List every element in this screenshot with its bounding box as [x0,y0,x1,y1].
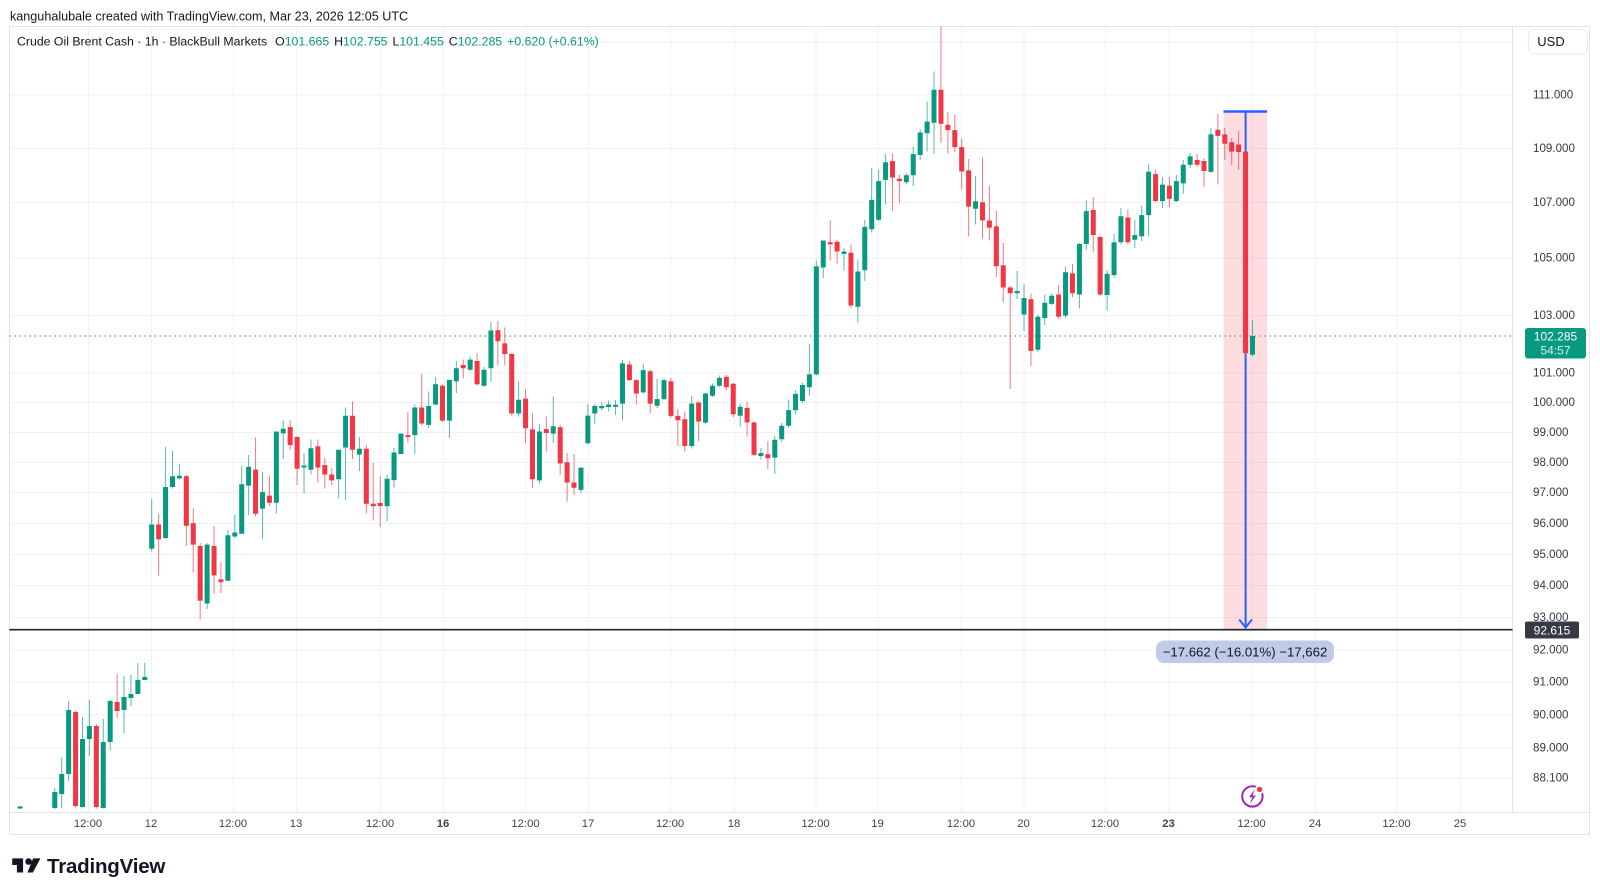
svg-text:12:00: 12:00 [656,818,684,830]
svg-text:96.000: 96.000 [1533,517,1568,530]
svg-text:93.000: 93.000 [1533,611,1568,624]
svg-text:95.000: 95.000 [1533,548,1568,561]
svg-text:12:00: 12:00 [1091,818,1119,830]
svg-text:12:00: 12:00 [219,818,247,830]
svg-text:105.000: 105.000 [1533,252,1575,265]
svg-text:USD: USD [1537,34,1564,49]
svg-text:109.000: 109.000 [1533,142,1575,155]
svg-text:94.000: 94.000 [1533,579,1568,592]
svg-text:107.000: 107.000 [1533,196,1575,209]
svg-text:100.000: 100.000 [1533,396,1575,409]
svg-text:12:00: 12:00 [74,818,102,830]
svg-text:98.000: 98.000 [1533,456,1568,469]
svg-text:13: 13 [290,818,303,830]
svg-text:88.100: 88.100 [1533,772,1568,785]
svg-text:54:57: 54:57 [1540,344,1570,358]
svg-text:20: 20 [1017,818,1030,830]
svg-text:101.000: 101.000 [1533,367,1575,380]
svg-text:19: 19 [871,818,884,830]
svg-text:24: 24 [1309,818,1322,830]
svg-text:89.000: 89.000 [1533,742,1568,755]
svg-text:Crude Oil Brent Cash · 1h · Bl: Crude Oil Brent Cash · 1h · BlackBull Ma… [17,35,599,49]
svg-text:18: 18 [728,818,741,830]
svg-text:kanguhalubale created with Tra: kanguhalubale created with TradingView.c… [10,10,408,24]
svg-text:99.000: 99.000 [1533,426,1568,439]
svg-text:103.000: 103.000 [1533,309,1575,322]
svg-text:12: 12 [145,818,158,830]
svg-text:17: 17 [582,818,595,830]
svg-text:90.000: 90.000 [1533,709,1568,722]
svg-text:23: 23 [1162,818,1175,830]
svg-text:102.285: 102.285 [1534,330,1578,344]
svg-text:92.000: 92.000 [1533,644,1568,657]
svg-text:12:00: 12:00 [511,818,539,830]
svg-text:111.000: 111.000 [1533,89,1573,102]
svg-text:16: 16 [437,818,450,830]
svg-text:25: 25 [1454,818,1467,830]
svg-text:12:00: 12:00 [801,818,829,830]
svg-text:12:00: 12:00 [1237,818,1265,830]
svg-text:12:00: 12:00 [1382,818,1410,830]
svg-text:12:00: 12:00 [366,818,394,830]
svg-text:97.000: 97.000 [1533,486,1568,499]
svg-text:12:00: 12:00 [947,818,975,830]
svg-text:TradingView: TradingView [47,855,165,878]
svg-text:92.615: 92.615 [1534,624,1571,638]
svg-text:−17.662 (−16.01%) −17,662: −17.662 (−16.01%) −17,662 [1163,645,1328,660]
svg-text:91.000: 91.000 [1533,676,1568,689]
